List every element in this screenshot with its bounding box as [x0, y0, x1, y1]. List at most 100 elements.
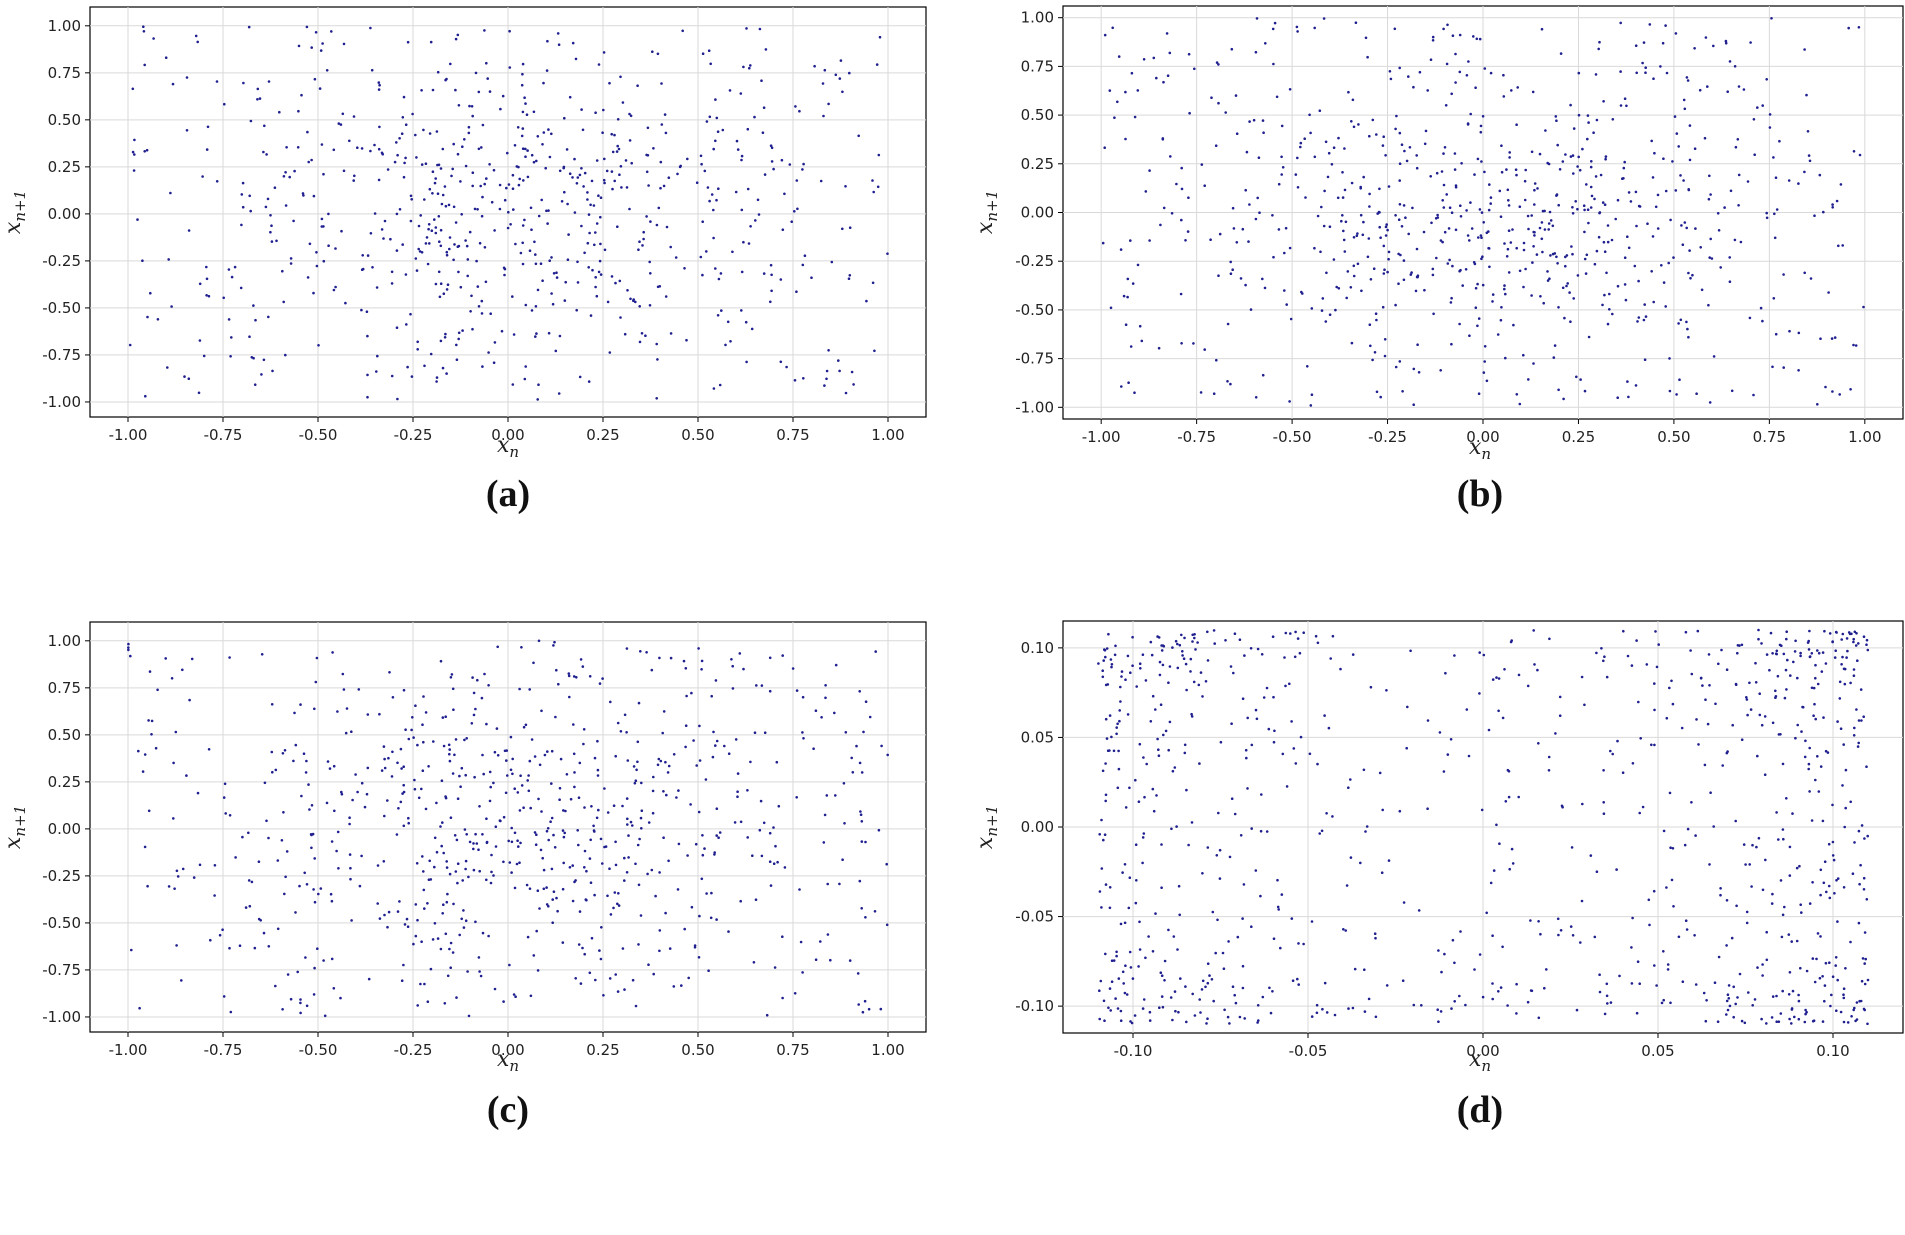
data-point — [427, 765, 430, 768]
data-point — [1186, 230, 1190, 233]
data-point — [409, 312, 412, 316]
data-point — [1158, 660, 1162, 664]
data-point — [772, 826, 775, 829]
data-point — [386, 168, 390, 171]
data-point — [701, 273, 704, 277]
data-point — [1648, 923, 1651, 927]
data-point — [330, 30, 333, 33]
data-point — [319, 49, 323, 52]
data-point — [572, 723, 575, 726]
data-point — [1768, 126, 1772, 129]
data-point — [1144, 679, 1148, 682]
data-point — [582, 185, 585, 188]
data-point — [1652, 300, 1655, 304]
data-point — [781, 935, 784, 938]
data-point — [1250, 743, 1254, 747]
data-point — [1538, 226, 1542, 230]
data-point — [1184, 985, 1187, 988]
data-point — [1589, 206, 1593, 209]
data-point — [1688, 158, 1692, 162]
data-point — [456, 881, 459, 885]
data-point — [283, 749, 287, 752]
data-point — [872, 190, 875, 194]
data-point — [395, 249, 399, 252]
data-point — [382, 237, 385, 240]
data-point — [1272, 695, 1275, 699]
data-point — [705, 120, 709, 123]
data-point — [1541, 250, 1544, 254]
data-point — [1864, 957, 1867, 961]
data-point — [1491, 997, 1494, 1001]
data-point — [1820, 670, 1824, 673]
data-point — [1819, 868, 1823, 872]
data-point — [1758, 692, 1761, 695]
data-point — [1669, 218, 1672, 222]
data-point — [434, 282, 438, 286]
data-point — [414, 934, 418, 938]
data-point — [413, 778, 416, 782]
data-point — [1775, 1020, 1778, 1023]
data-point — [667, 176, 671, 179]
data-point — [1803, 271, 1806, 275]
data-point — [608, 81, 611, 85]
data-point — [391, 750, 394, 754]
data-point — [265, 819, 268, 823]
data-point — [1799, 903, 1802, 906]
data-point — [1688, 124, 1692, 127]
data-point — [1423, 142, 1427, 146]
data-point — [1402, 204, 1406, 207]
data-point — [1781, 762, 1785, 766]
data-point — [567, 233, 570, 236]
data-point — [1184, 239, 1187, 242]
data-point — [282, 175, 286, 178]
data-point — [1292, 747, 1296, 750]
data-point — [284, 353, 287, 357]
data-point — [1664, 189, 1668, 193]
data-point — [1600, 647, 1603, 650]
data-point — [1171, 646, 1174, 649]
data-point — [487, 684, 490, 687]
data-point — [524, 147, 527, 151]
data-point — [662, 710, 666, 713]
data-point — [1730, 389, 1734, 393]
data-point — [1229, 382, 1232, 386]
data-point — [599, 196, 603, 199]
data-point — [1728, 256, 1731, 259]
data-point — [1853, 841, 1856, 844]
data-point — [714, 139, 717, 143]
data-point — [1834, 956, 1838, 959]
data-point — [578, 375, 582, 379]
data-point — [552, 833, 555, 837]
data-point — [1156, 737, 1159, 741]
data-point — [1770, 902, 1774, 905]
data-point — [1863, 931, 1867, 934]
y-tick-label: 0.75 — [48, 679, 81, 697]
data-point — [1489, 881, 1493, 885]
data-point — [576, 260, 579, 264]
data-point — [1206, 962, 1210, 965]
data-point — [377, 88, 381, 91]
data-point — [1310, 307, 1314, 310]
data-point — [399, 800, 403, 804]
data-point — [519, 841, 522, 845]
data-point — [1393, 27, 1397, 31]
data-point — [1310, 1015, 1314, 1018]
data-point — [406, 365, 409, 369]
data-point — [1563, 316, 1566, 320]
data-point — [467, 131, 471, 135]
data-point — [577, 796, 581, 799]
data-point — [1491, 934, 1494, 937]
data-point — [1387, 250, 1391, 254]
data-point — [1786, 658, 1789, 662]
data-point — [1160, 644, 1163, 647]
data-point — [606, 300, 610, 304]
data-point — [535, 332, 538, 335]
data-point — [1581, 802, 1584, 806]
data-point — [509, 768, 513, 772]
data-point — [1122, 982, 1125, 985]
data-point — [172, 761, 175, 765]
data-point — [1171, 1018, 1174, 1022]
data-point — [1359, 861, 1362, 865]
data-point — [1587, 335, 1591, 339]
data-point — [1130, 71, 1134, 75]
